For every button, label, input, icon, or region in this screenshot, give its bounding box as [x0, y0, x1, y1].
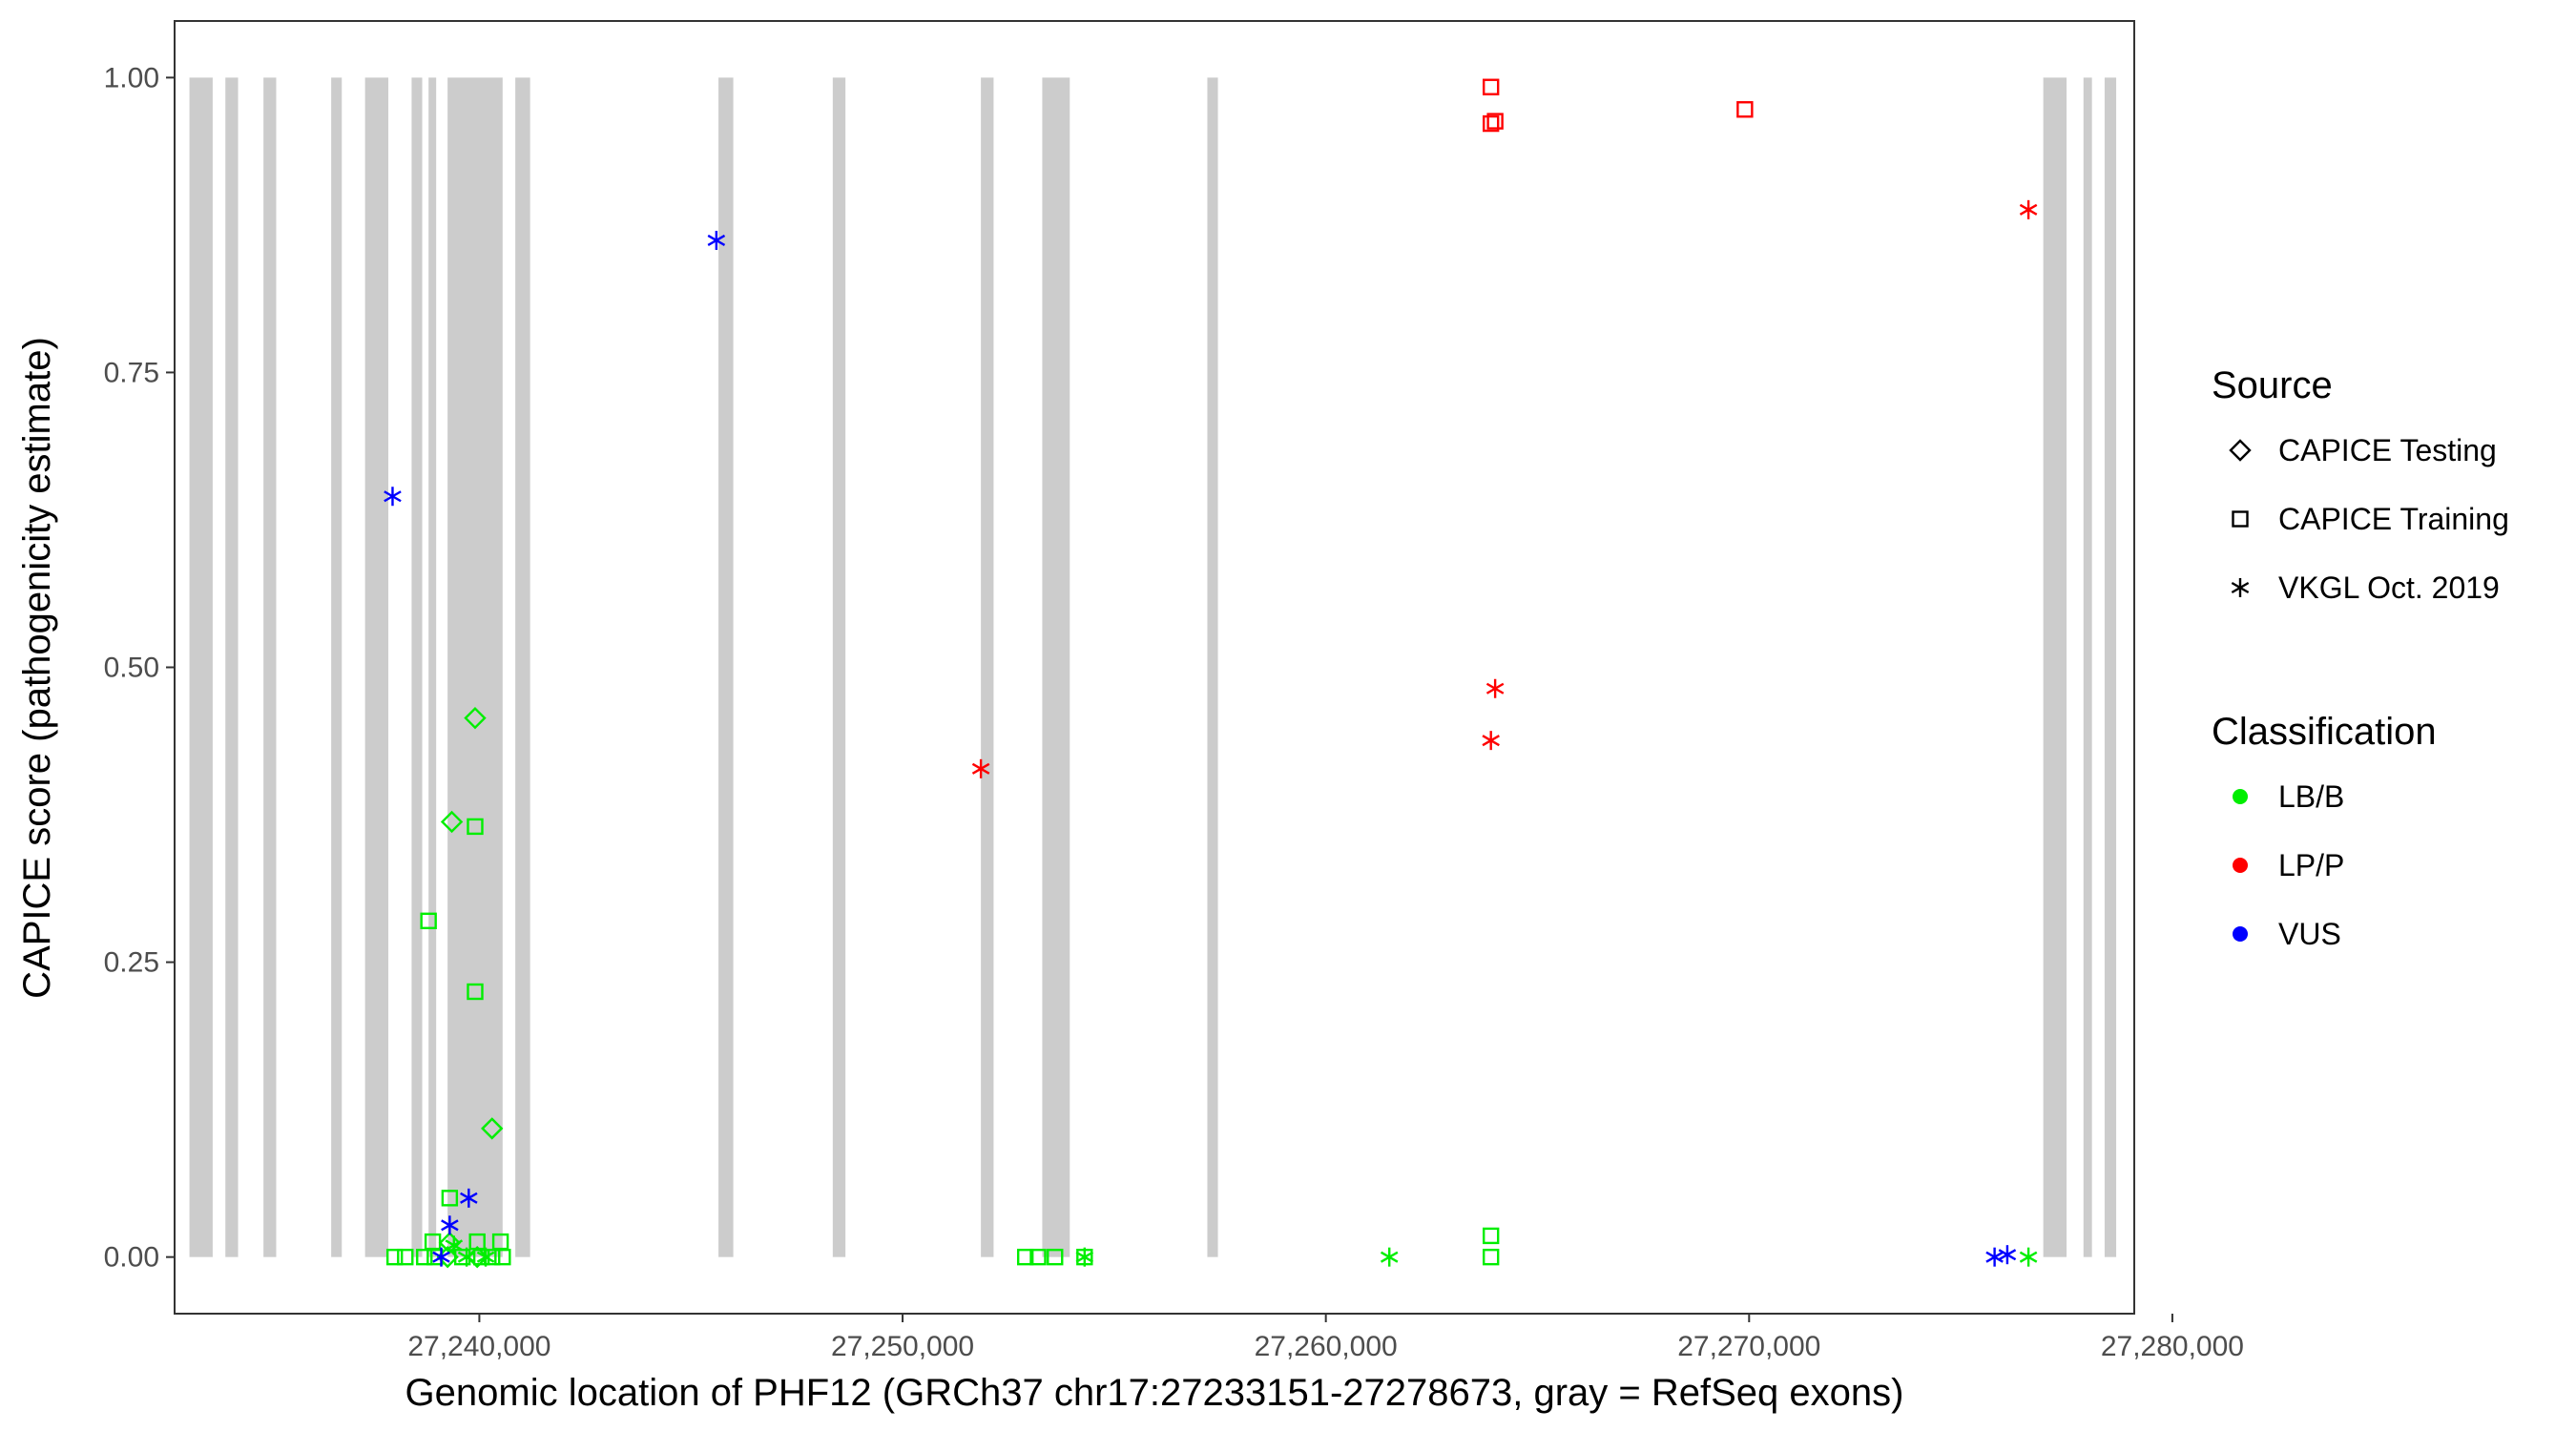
y-axis: 0.00 0.25 0.50 0.75 1.00: [104, 62, 175, 1274]
exon-band: [411, 77, 423, 1257]
data-point: [1047, 1248, 1064, 1266]
exon-band: [225, 77, 239, 1257]
exon-band: [981, 77, 994, 1257]
y-tick-label: 0.75: [104, 357, 159, 388]
exon-band: [331, 77, 343, 1257]
data-point: [1482, 78, 1500, 95]
exon-band: [832, 77, 846, 1257]
exon-band: [2083, 77, 2092, 1257]
data-point: [432, 1247, 450, 1267]
data-point: [416, 1248, 433, 1266]
data-point: [1985, 1247, 2004, 1267]
x-tick-label: 27,270,000: [1677, 1331, 1820, 1362]
legend: Source CAPICE Testing CAPICE Training VKGL …: [2212, 364, 2509, 951]
exon-band: [263, 77, 277, 1257]
data-point: [971, 758, 990, 778]
legend-label: CAPICE Testing: [2278, 433, 2497, 467]
data-point: [440, 810, 464, 834]
x-tick-label: 27,240,000: [407, 1331, 551, 1362]
exon-band: [515, 77, 530, 1257]
exon-band: [428, 77, 437, 1257]
exon-band: [447, 77, 503, 1257]
x-tick-label: 27,250,000: [831, 1331, 974, 1362]
x-axis-title: Genomic location of PHF12 (GRCh37 chr17:…: [405, 1372, 1904, 1414]
y-tick-label: 0.00: [104, 1242, 159, 1274]
exon-band: [2043, 77, 2067, 1257]
data-point: [481, 1117, 504, 1140]
x-tick-label: 27,280,000: [2101, 1331, 2244, 1362]
legend-key-dot: [2233, 926, 2248, 942]
exon-band: [718, 77, 734, 1257]
legend-key-square: [2232, 510, 2249, 528]
data-point: [2019, 199, 2038, 219]
data-point: [1486, 113, 1504, 130]
exon-band: [1042, 77, 1070, 1257]
legend-title-classification: Classification: [2212, 711, 2437, 753]
data-point: [420, 912, 437, 930]
exon-bands: [189, 77, 2117, 1257]
data-point: [1029, 1248, 1047, 1266]
y-tick-label: 0.25: [104, 947, 159, 979]
data-point: [1482, 1248, 1500, 1266]
legend-key-asterisk: [2231, 578, 2250, 597]
legend-label: CAPICE Training: [2278, 502, 2509, 536]
exon-band: [364, 77, 389, 1257]
y-axis-title: CAPICE score (pathogenicity estimate): [16, 337, 58, 999]
y-tick-label: 0.50: [104, 653, 159, 684]
data-point: [1380, 1247, 1399, 1267]
data-point: [1736, 101, 1754, 118]
data-point: [397, 1248, 414, 1266]
data-point: [2019, 1247, 2038, 1267]
data-point: [476, 1247, 495, 1267]
legend-label: VUS: [2278, 917, 2341, 951]
data-point: [385, 1248, 404, 1266]
exon-band: [189, 77, 213, 1257]
y-tick-label: 1.00: [104, 62, 159, 93]
legend-label: LB/B: [2278, 779, 2344, 814]
data-points: [384, 78, 2038, 1269]
data-point: [457, 1247, 476, 1267]
exon-band: [1207, 77, 1218, 1257]
data-point: [460, 1188, 478, 1208]
data-point: [445, 1235, 464, 1255]
x-tick-label: 27,260,000: [1255, 1331, 1398, 1362]
data-point: [441, 1190, 459, 1207]
data-point: [467, 983, 484, 1001]
data-point: [1482, 731, 1500, 751]
data-point: [472, 1248, 490, 1266]
data-point: [1075, 1247, 1094, 1267]
data-point: [467, 818, 484, 836]
data-point: [1482, 1227, 1500, 1245]
data-point: [438, 1232, 462, 1255]
data-point: [707, 230, 726, 250]
data-point: [453, 1248, 471, 1266]
data-point: [1485, 678, 1505, 698]
data-point: [1998, 1245, 2017, 1265]
legend-label: LP/P: [2278, 848, 2344, 882]
x-axis: 27,240,000 27,250,000 27,260,000 27,270,000…: [407, 1314, 2244, 1362]
legend-key-diamond: [2229, 439, 2252, 462]
legend-key-dot: [2233, 789, 2248, 804]
legend-key-dot: [2233, 858, 2248, 873]
legend-label: VKGL Oct. 2019: [2278, 570, 2500, 605]
legend-title-source: Source: [2212, 364, 2333, 406]
data-point: [494, 1248, 511, 1266]
exon-band: [2104, 77, 2117, 1257]
data-point: [464, 706, 487, 730]
data-point: [1016, 1248, 1034, 1266]
data-point: [384, 487, 402, 507]
data-point: [441, 1215, 459, 1235]
data-point: [1482, 114, 1500, 133]
